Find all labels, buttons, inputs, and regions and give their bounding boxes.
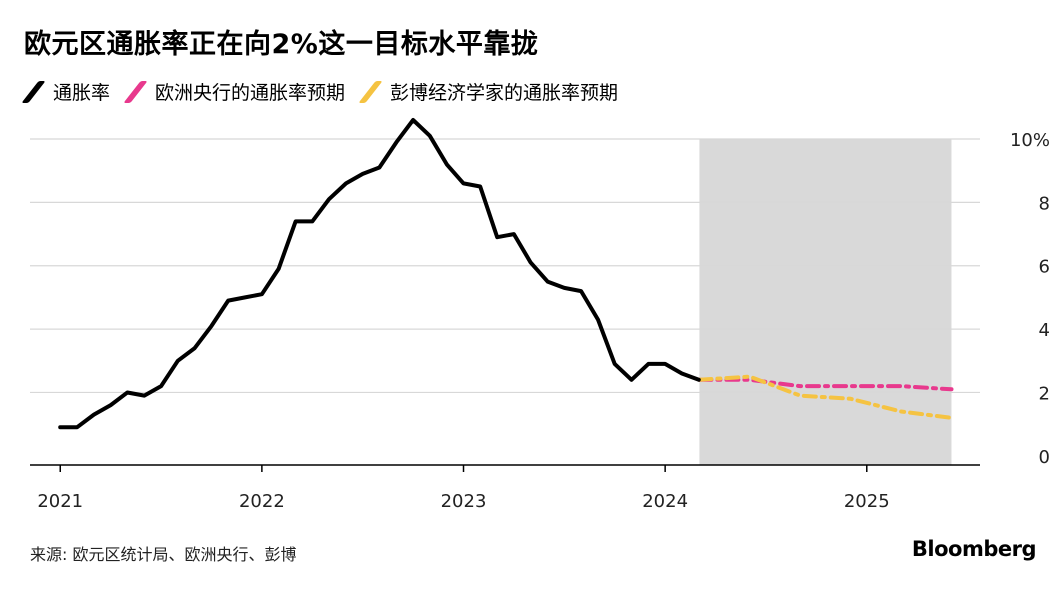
x-tick-label-2023: 2023 bbox=[441, 491, 487, 512]
forecast-shading-layer bbox=[699, 139, 952, 465]
y-tick-labels: 0 2 4 6 8 10% bbox=[1010, 130, 1050, 468]
chart-title: 欧元区通胀率正在向2%这一目标水平靠拢 bbox=[24, 29, 539, 60]
y-tick-label-10: 10% bbox=[1010, 130, 1050, 151]
series-lines bbox=[58, 118, 954, 430]
legend-item-ecb-forecast: 欧洲央行的通胀率预期 bbox=[123, 78, 346, 105]
y-tick-label-8: 8 bbox=[1039, 193, 1050, 214]
x-tick-label-2021: 2021 bbox=[37, 491, 83, 512]
x-tick-label-2025: 2025 bbox=[844, 491, 890, 512]
source-note: 来源: 欧元区统计局、欧洲央行、彭博 bbox=[30, 545, 297, 564]
y-tick-label-4: 4 bbox=[1039, 320, 1050, 341]
legend-item-economists-forecast: 彭博经济学家的通胀率预期 bbox=[358, 78, 619, 105]
x-tick-label-2024: 2024 bbox=[642, 491, 688, 512]
y-tick-label-2: 2 bbox=[1039, 383, 1050, 404]
legend: 通胀率 欧洲央行的通胀率预期 彭博经济学家的通胀率预期 bbox=[21, 78, 640, 105]
y-tick-label-6: 6 bbox=[1039, 257, 1050, 278]
x-tick-labels: 2021 2022 2023 2024 2025 bbox=[37, 491, 889, 512]
legend-label-inflation: 通胀率 bbox=[53, 82, 111, 104]
series-line-1 bbox=[697, 377, 954, 392]
x-tick-label-2022: 2022 bbox=[239, 491, 285, 512]
gridlines bbox=[30, 138, 980, 394]
legend-label-economists-forecast: 彭博经济学家的通胀率预期 bbox=[390, 82, 619, 104]
forecast-shade bbox=[699, 139, 952, 465]
legend-label-ecb-forecast: 欧洲央行的通胀率预期 bbox=[155, 82, 346, 104]
bloomberg-logo: Bloomberg bbox=[911, 537, 1037, 561]
series-line-0 bbox=[58, 118, 701, 430]
y-tick-label-0: 0 bbox=[1039, 447, 1050, 468]
series-line-2 bbox=[697, 374, 954, 420]
x-axis bbox=[30, 464, 980, 472]
legend-item-inflation: 通胀率 bbox=[21, 78, 111, 105]
